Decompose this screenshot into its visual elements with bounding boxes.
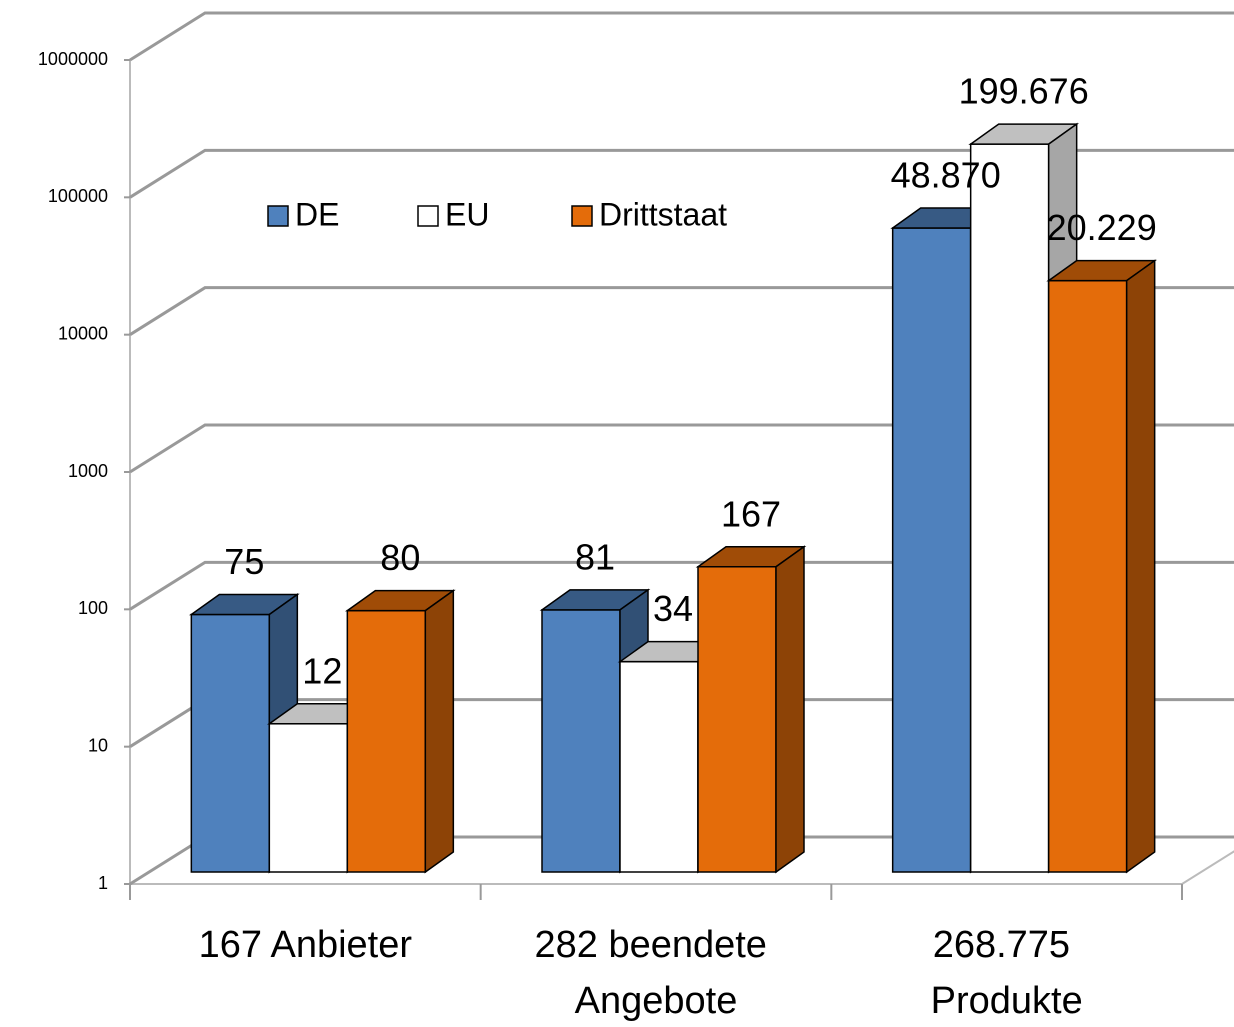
y-tick-label: 100 (78, 598, 108, 618)
y-tick-label: 10 (88, 735, 108, 755)
grid-line (129, 423, 1234, 474)
grid-line (129, 11, 1234, 62)
legend-swatch (571, 205, 593, 227)
grid-line (129, 148, 1234, 199)
legend-label: Drittstaat (599, 196, 727, 232)
x-tick-label: 167 Anbieter (199, 924, 413, 966)
y-tick-label: 100000 (48, 186, 108, 206)
data-label: 81 (575, 536, 615, 577)
bar-front (969, 143, 1050, 873)
grid-line (129, 286, 1234, 336)
data-label: 34 (653, 588, 693, 629)
x-tick-line: 282 beendete (534, 924, 777, 966)
x-tick-line: 167 Anbieter (199, 924, 413, 966)
bar-front (891, 227, 972, 873)
legend-swatch (417, 205, 439, 227)
data-label: 12 (302, 650, 342, 691)
data-label: 75 (224, 541, 264, 582)
legend-label: DE (295, 196, 339, 232)
bar-front (541, 609, 621, 873)
y-tick-label: 1000 (68, 461, 108, 481)
data-label: 80 (380, 537, 420, 578)
bar-front (619, 660, 699, 873)
y-tick-label: 1000000 (38, 49, 108, 69)
bar-front (190, 613, 271, 873)
bar-front (346, 609, 427, 873)
bar-side (424, 589, 455, 874)
data-label: 167 (721, 493, 781, 534)
x-tick-line: Produkte (931, 980, 1083, 1022)
data-label: 20.229 (1047, 207, 1157, 248)
legend-swatch (267, 205, 289, 227)
x-tick-label: 268.775 Produkte (931, 924, 1083, 1022)
bar-front (1047, 279, 1128, 873)
data-label: 48.870 (891, 155, 1001, 196)
grid-line (129, 560, 1234, 611)
x-tick-line: Angebote (575, 980, 738, 1022)
bar-front (697, 565, 777, 873)
x-tick-line: 268.775 (933, 924, 1081, 966)
x-tick-label: 282 beendete Angebote (534, 924, 777, 1022)
bar-side (775, 545, 805, 874)
y-tick-label: 10000 (58, 323, 108, 343)
legend-label: EU (445, 196, 489, 232)
bar-side (1125, 259, 1156, 874)
bar-front (268, 723, 349, 873)
y-tick-label: 1 (98, 873, 108, 893)
data-label: 199.676 (959, 71, 1089, 112)
